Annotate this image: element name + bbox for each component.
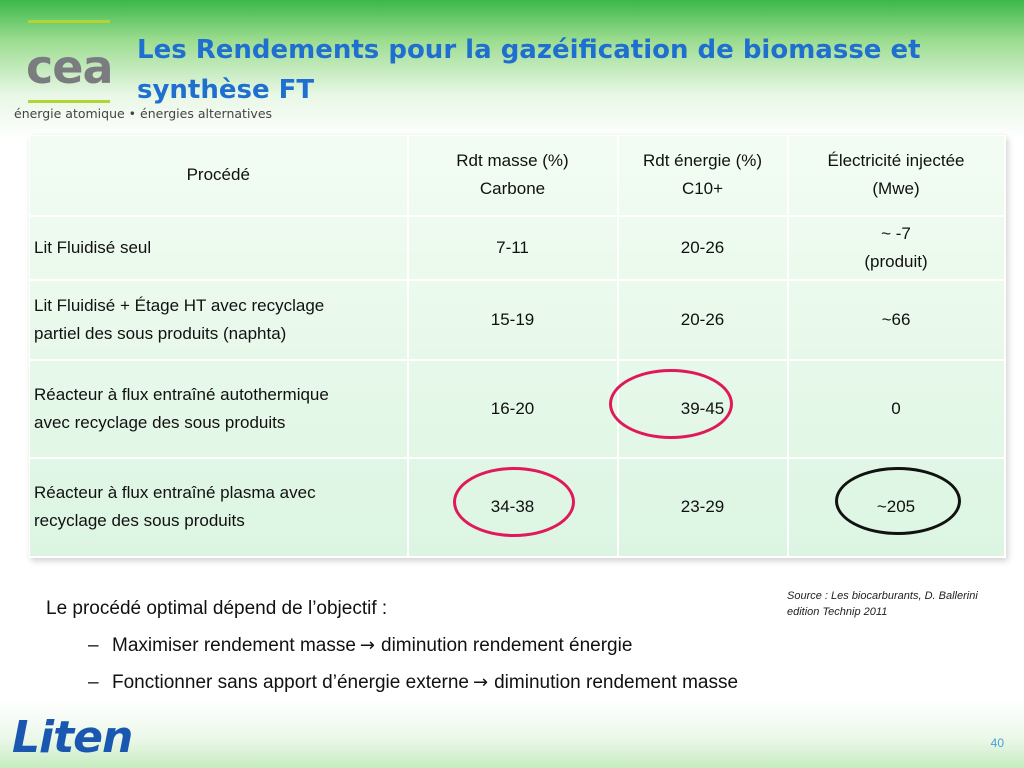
process-line: partiel des sous produits (naphta) (34, 323, 287, 343)
logo-bottom-rule (28, 100, 110, 103)
highlighted-value: ~205 (834, 467, 961, 535)
highlight-circle-dark (834, 467, 961, 535)
dash-marker: – (88, 635, 99, 656)
process-line: Lit Fluidisé + Étage HT avec recyclage (34, 295, 325, 315)
liten-logo: Liten (12, 712, 133, 763)
process-line: Lit Fluidisé seul (34, 237, 152, 257)
header-process-label: Procédé (186, 165, 250, 185)
header-mass-yield-line2: Carbone (479, 179, 546, 199)
table-row: Réacteur à flux entraîné autothermique a… (29, 359, 1006, 459)
process-cell: Lit Fluidisé seul (29, 215, 409, 281)
dash-marker: – (88, 672, 99, 693)
process-cell: Réacteur à flux entraîné plasma avec rec… (29, 457, 409, 558)
highlight-circle (452, 467, 575, 537)
intro-line: Le procédé optimal dépend de l’objectif … (46, 598, 388, 619)
header-mass-yield: Rdt masse (%) Carbone (407, 135, 619, 217)
electricity-cell: ~205 (787, 457, 1006, 558)
source-citation: Source : Les biocarburants, D. Ballerini… (787, 588, 1017, 620)
logo-top-rule (28, 20, 110, 23)
table-row: Lit Fluidisé + Étage HT avec recyclage p… (29, 279, 1006, 361)
slide-title: Les Rendements pour la gazéification de … (137, 35, 921, 105)
process-line: avec recyclage des sous produits (34, 412, 286, 432)
bullet-text-right: diminution rendement énergie (381, 635, 633, 656)
table-row: Lit Fluidisé seul 7-11 20-26 ~ -7 (produ… (29, 215, 1006, 281)
header-mass-yield-line1: Rdt masse (%) (456, 151, 569, 171)
bullet-text-right: diminution rendement masse (494, 672, 739, 693)
process-line: Réacteur à flux entraîné plasma avec (34, 483, 316, 502)
page-number: 40 (990, 736, 1004, 750)
header-electricity-line1: Électricité injectée (827, 151, 965, 171)
process-line: recyclage des sous produits (34, 511, 245, 530)
process-cell: Lit Fluidisé + Étage HT avec recyclage p… (29, 279, 409, 361)
mass-yield-cell: 16-20 (407, 359, 619, 459)
electricity-line: (produit) (864, 251, 928, 271)
cea-logo: cea énergie atomique • énergies alternat… (14, 20, 306, 124)
electricity-cell: 0 (787, 359, 1006, 459)
table-header-row: Procédé Rdt masse (%) Carbone Rdt énergi… (29, 135, 1006, 217)
mass-yield-cell: 7-11 (407, 215, 619, 281)
energy-yield-cell: 20-26 (617, 215, 789, 281)
bullet-item: – Fonctionner sans apport d’énergie exter… (46, 664, 946, 701)
bullet-text-left: Maximiser rendement masse (112, 635, 356, 656)
highlighted-value: 39-45 (608, 368, 733, 439)
electricity-line: ~66 (881, 309, 911, 329)
header-process: Procédé (29, 135, 409, 217)
arrow-right-icon: → (359, 635, 376, 656)
header-energy-yield-line2: C10+ (681, 179, 724, 199)
body-text: Le procédé optimal dépend de l’objectif … (46, 590, 946, 701)
arrow-right-icon: → (473, 672, 489, 693)
mass-yield-cell: 34-38 (407, 457, 619, 558)
energy-yield-cell: 39-45 (608, 359, 789, 459)
electricity-line: 0 (891, 398, 901, 418)
table-row: Réacteur à flux entraîné plasma avec rec… (29, 457, 1006, 558)
header-energy-yield-line1: Rdt énergie (%) (642, 151, 763, 171)
energy-yield-cell: 23-29 (617, 457, 789, 558)
header-energy-yield: Rdt énergie (%) C10+ (617, 135, 789, 217)
cea-logo-mark: cea (26, 40, 114, 94)
electricity-line: ~ -7 (881, 223, 911, 243)
highlight-circle (608, 368, 733, 439)
header-electricity-line2: (Mwe) (872, 179, 920, 199)
energy-yield-cell: 20-26 (617, 279, 789, 361)
mass-yield-cell: 15-19 (407, 279, 619, 361)
process-cell: Réacteur à flux entraîné autothermique a… (29, 359, 409, 459)
source-line: Source : Les biocarburants, D. Ballerini (787, 590, 978, 602)
bullet-text-left: Fonctionner sans apport d’énergie extern… (112, 672, 470, 693)
electricity-cell: ~ -7 (produit) (787, 215, 1006, 281)
header-electricity: Électricité injectée (Mwe) (787, 135, 1006, 217)
source-line: edition Technip 2011 (787, 606, 888, 618)
highlighted-value: 34-38 (452, 467, 575, 537)
bullet-item: – Maximiser rendement masse → diminution re… (46, 627, 946, 664)
electricity-cell: ~66 (787, 279, 1006, 361)
cea-logo-tagline: énergie atomique • énergies alternatives (14, 106, 273, 121)
yield-table: Procédé Rdt masse (%) Carbone Rdt énergi… (29, 135, 1006, 558)
process-line: Réacteur à flux entraîné autothermique (34, 384, 329, 404)
